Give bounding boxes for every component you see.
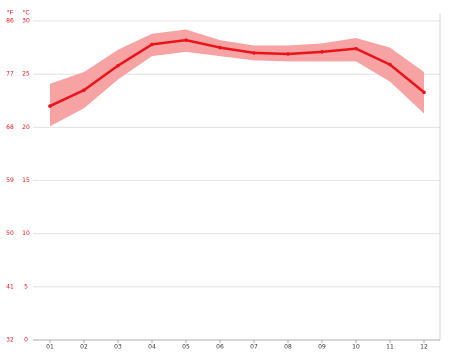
x-tick-label: 03 (114, 344, 122, 351)
y-tick-label: 5 (24, 283, 28, 290)
x-tick-label: 11 (386, 344, 394, 351)
x-tick-label: 09 (318, 344, 326, 351)
point (150, 42, 154, 47)
y2-tick-label: 86 (6, 18, 14, 25)
y2-tick-label: 32 (6, 337, 14, 344)
x-tick-label: 12 (420, 344, 428, 351)
point (388, 62, 392, 67)
y-tick-label: 25 (22, 71, 30, 78)
y2-tick-label: 59 (6, 177, 14, 184)
y2-tick-label: 50 (6, 230, 14, 237)
y2-tick-label: 77 (6, 71, 14, 78)
point (218, 45, 222, 50)
mean-line (49, 38, 425, 108)
point (422, 90, 426, 95)
point (48, 104, 52, 108)
y2-axis-label: °F (7, 10, 14, 17)
point (286, 52, 290, 56)
y-tick-label: 20 (22, 124, 30, 131)
x-tick-label: 05 (182, 344, 190, 351)
point (184, 38, 188, 42)
x-tick-label: 10 (352, 344, 360, 351)
y2-tick-label: 41 (6, 283, 14, 290)
y-tick-label: 15 (22, 177, 30, 184)
y2-tick-label: 68 (6, 124, 14, 131)
y-tick-label: 30 (22, 18, 30, 25)
x-tick-label: 08 (284, 344, 292, 351)
y-axis-label: °C (22, 10, 29, 17)
x-tick-label: 04 (148, 344, 156, 351)
y-tick-label: 10 (22, 230, 30, 237)
point (252, 51, 256, 55)
point (82, 88, 86, 92)
x-tick-label: 07 (250, 344, 258, 351)
point (116, 63, 120, 68)
point (354, 46, 358, 51)
point (320, 50, 324, 54)
x-tick-label: 01 (46, 344, 54, 351)
x-tick-label: 02 (80, 344, 88, 351)
x-tick-label: 06 (216, 344, 224, 351)
range-band (50, 29, 424, 127)
y-tick-label: 0 (24, 337, 28, 344)
